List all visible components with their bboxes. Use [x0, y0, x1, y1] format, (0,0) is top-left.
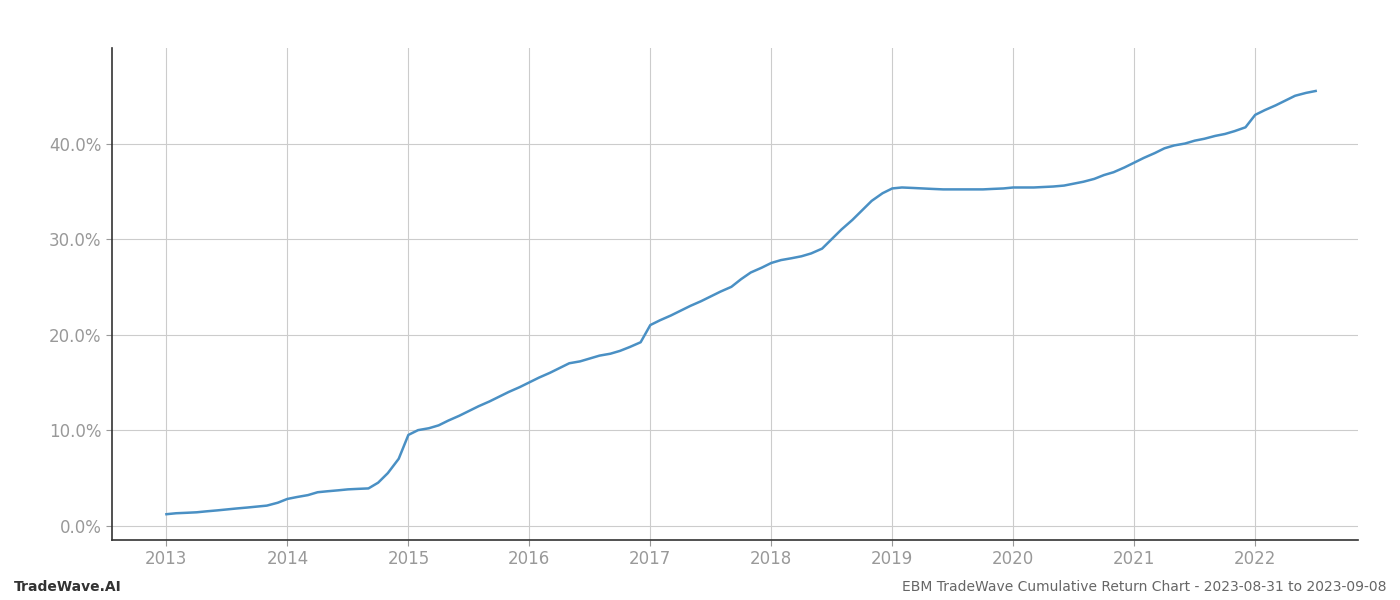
Text: TradeWave.AI: TradeWave.AI: [14, 580, 122, 594]
Text: EBM TradeWave Cumulative Return Chart - 2023-08-31 to 2023-09-08: EBM TradeWave Cumulative Return Chart - …: [902, 580, 1386, 594]
